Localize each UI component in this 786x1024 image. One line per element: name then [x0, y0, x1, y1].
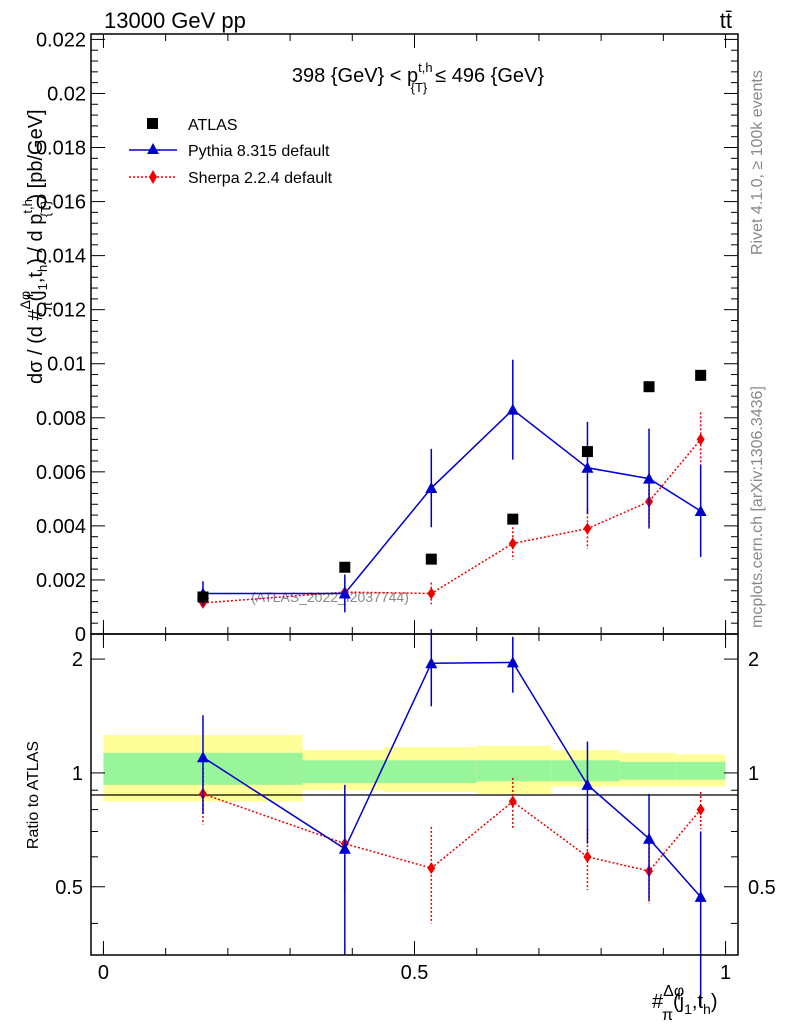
ratio-pythia-marker: [581, 778, 594, 790]
ratio-pythia-marker: [425, 657, 438, 669]
xlabel-frac-num: Δφ: [663, 983, 684, 1000]
ylabel-frac-den: π: [39, 301, 55, 311]
sherpa-line: [202, 438, 702, 604]
main-y-tick-label: 0.008: [36, 408, 86, 430]
ratio-y-tick-label: 0.5: [55, 877, 83, 899]
ylabel-frac-num: Δφ: [17, 291, 33, 309]
ratio-pythia-marker: [694, 890, 707, 902]
pythia-line: [202, 408, 702, 595]
ratio-band-inner: [383, 760, 477, 784]
x-axis-label: #Δφ π(j1,th): [652, 983, 718, 1024]
ratio-sherpa-marker: [583, 850, 592, 863]
ratio-pythia-marker: [338, 842, 351, 854]
main-y-tick-label: 0.004: [36, 516, 86, 538]
sherpa-marker: [427, 587, 436, 600]
x-tick-label: 1: [720, 962, 731, 984]
main-y-tick-label: 0.012: [36, 300, 86, 322]
title-part-sup: t,h: [418, 60, 432, 75]
main-y-tick-label: 0.006: [36, 462, 86, 484]
sherpa-marker: [583, 522, 592, 535]
pythia-marker: [694, 505, 707, 517]
ylabel-part-c-sub: h: [35, 265, 50, 272]
ratio-band-inner: [476, 760, 552, 782]
ylabel-part-d-sub: {T}: [38, 200, 53, 217]
atlas-marker: [197, 591, 209, 603]
xlabel-part-a: #: [652, 991, 664, 1013]
energy-label: 13000 GeV pp: [104, 8, 246, 33]
ylabel-part-d-sup: t,h: [20, 199, 35, 213]
ylabel-part-e: ) [pb/GeV]: [25, 109, 47, 200]
xlabel-part-b: (j: [673, 991, 684, 1013]
atlas-marker: [695, 369, 707, 381]
ratio-band-inner: [675, 761, 726, 780]
legend-marker-pythia: [147, 143, 159, 154]
ratio-band-inner: [302, 760, 384, 784]
pythia-marker: [425, 482, 438, 494]
atlas-marker: [339, 561, 351, 573]
legend: ATLAS Pythia 8.315 default Sherpa 2.2.4 …: [129, 117, 333, 187]
main-y-axis-label: dσ / (d #Δφ π(j1,th) / d pt,h {T}) [pb/GeV…: [17, 109, 55, 384]
rivet-version-label: Rivet 4.1.0, ≥ 100k events: [749, 70, 766, 255]
ratio-y-axis-label: Ratio to ATLAS: [25, 741, 42, 849]
title-part-left: 398 {GeV} < p: [292, 65, 418, 87]
pythia-marker: [643, 472, 656, 484]
ratio-plot-panel: 0.5 0.51 12 2 0 0.5 1 Ratio to ATLAS #Δφ π(j1,…: [25, 629, 776, 1024]
ratio-sherpa-marker: [508, 795, 517, 808]
xlabel-part-d: ): [711, 991, 718, 1013]
legend-label-atlas: ATLAS: [188, 117, 238, 134]
x-tick-label: 0.5: [401, 962, 429, 984]
ratio-pythia-marker: [506, 656, 519, 668]
atlas-marker: [643, 381, 655, 393]
ratio-pythia-marker: [643, 832, 656, 844]
main-y-tick-label: 0.016: [36, 192, 86, 214]
ratio-sherpa-marker: [696, 803, 705, 816]
legend-label-pythia: Pythia 8.315 default: [188, 143, 330, 160]
ratio-y-tick-label-right: 1: [748, 763, 759, 785]
plot-title: 398 {GeV} < pt,h {T} ≤ 496 {GeV}: [292, 60, 544, 95]
ratio-y-tick-label-right: 2: [748, 649, 759, 671]
ratio-pythia-marker: [196, 751, 209, 763]
xlabel-part-c: ,t: [692, 991, 704, 1013]
xlabel-part-c-sub: h: [703, 1001, 711, 1017]
legend-marker-sherpa: [149, 170, 157, 184]
main-y-tick-label: 0.002: [36, 570, 86, 592]
ylabel-part-d: ) / d p: [25, 214, 47, 265]
legend-marker-atlas: [147, 118, 158, 129]
ratio-y-tick-label-right: 0.5: [748, 877, 776, 899]
atlas-marker: [507, 513, 519, 525]
sherpa-marker: [508, 537, 517, 550]
legend-label-sherpa: Sherpa 2.2.4 default: [188, 170, 333, 187]
ratio-y-tick-label: 1: [72, 763, 83, 785]
ratio-band-inner: [551, 760, 620, 782]
title-part-right: ≤ 496 {GeV}: [435, 65, 544, 87]
ratio-y-tick-label: 2: [72, 649, 83, 671]
ylabel-part-b: (j: [25, 290, 47, 301]
pythia-marker: [581, 461, 594, 473]
x-tick-label: 0: [98, 962, 109, 984]
main-plot-panel: (ATLAS_2022_I2037744) 00.0020.0040.0060.…: [17, 29, 739, 646]
ratio-sherpa-marker: [427, 862, 436, 875]
pythia-marker: [506, 403, 519, 415]
main-y-tick-label: 0: [75, 624, 86, 646]
atlas-marker: [425, 553, 437, 565]
ylabel-part-b-sub: 1: [35, 283, 50, 290]
main-y-tick-label: 0.014: [36, 246, 86, 268]
title-part-sub: {T}: [411, 80, 428, 95]
main-y-tick-label: 0.022: [36, 29, 86, 51]
sherpa-marker: [696, 433, 705, 446]
pythia-marker: [338, 587, 351, 599]
main-y-tick-label: 0.01: [47, 354, 86, 376]
process-label: tt̄: [720, 8, 732, 33]
xlabel-frac-den: π: [662, 1007, 673, 1024]
main-y-tick-label: 0.018: [36, 138, 86, 160]
ylabel-part-c: ,t: [25, 272, 47, 284]
ylabel-part-a: dσ / (d #: [25, 309, 47, 384]
xlabel-part-b-sub: 1: [684, 1001, 692, 1017]
atlas-marker: [581, 446, 593, 458]
main-y-tick-label: 0.02: [47, 83, 86, 105]
ratio-band-inner: [619, 761, 676, 780]
mcplots-label: mcplots.cern.ch [arXiv:1306.3436]: [749, 386, 766, 628]
